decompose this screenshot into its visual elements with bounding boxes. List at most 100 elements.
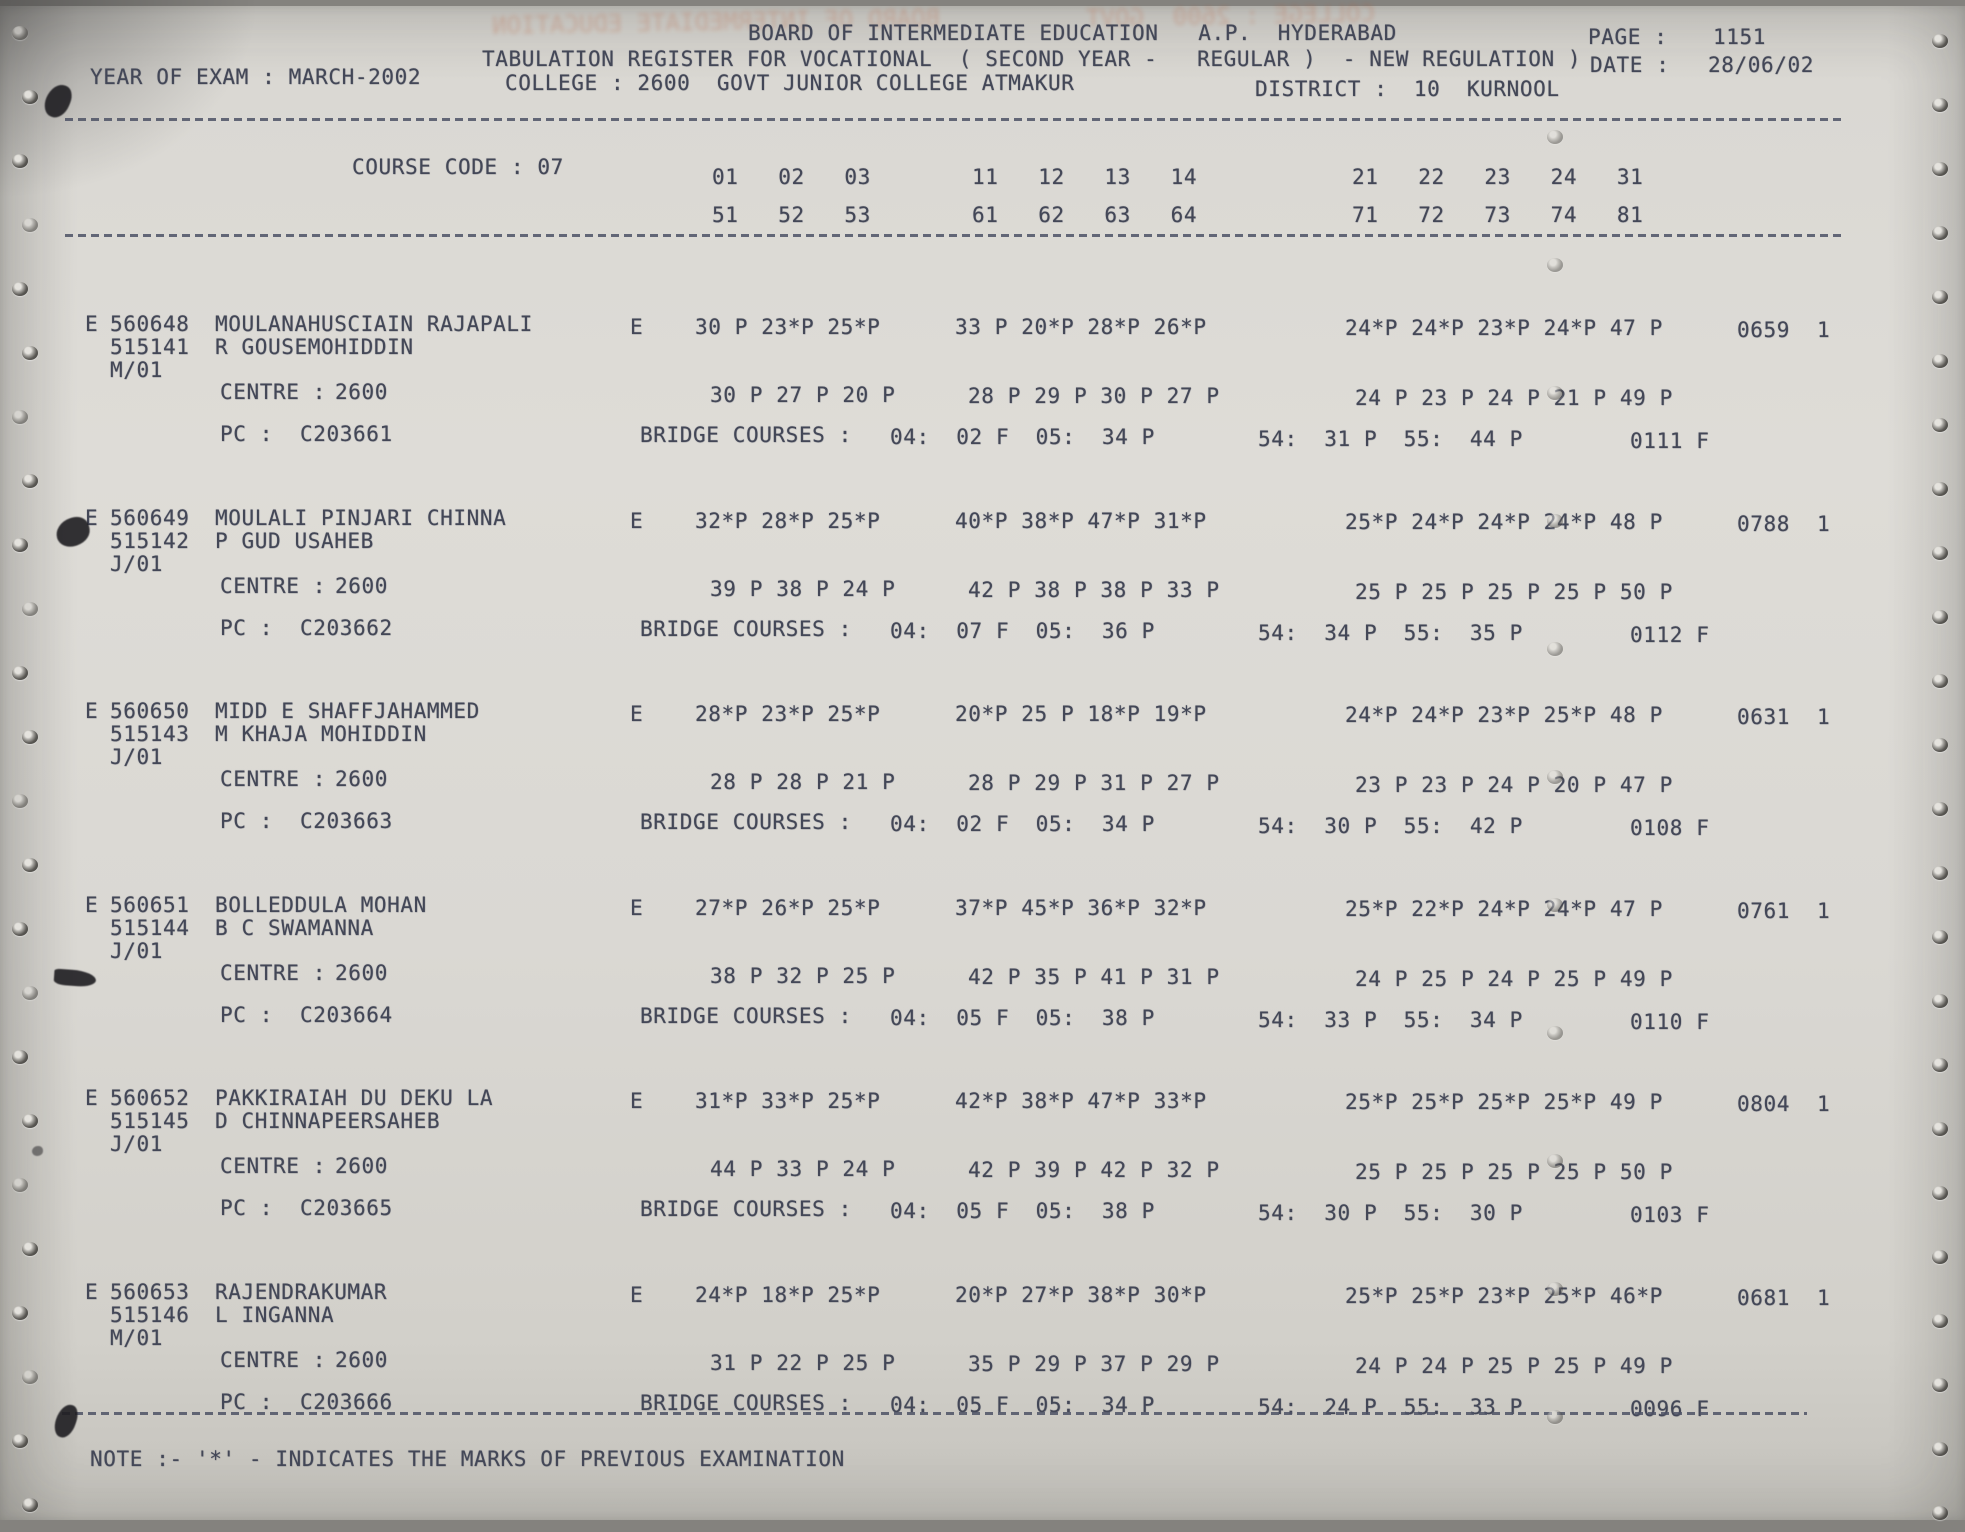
subject-codes-g2: 11 12 13 14 bbox=[972, 165, 1198, 189]
medium-flag: E bbox=[630, 1089, 644, 1113]
sprocket-hole bbox=[1547, 386, 1563, 400]
student-regno2: 515142 bbox=[110, 529, 190, 553]
marks-row2-group1: 31 P 22 P 25 P bbox=[710, 1351, 896, 1375]
register-title: TABULATION REGISTER FOR VOCATIONAL ( SEC… bbox=[482, 47, 1582, 71]
student-regno: 560648 bbox=[110, 312, 190, 336]
sprocket-hole bbox=[1932, 1378, 1948, 1392]
sprocket-hole bbox=[1932, 546, 1948, 560]
pc-label: PC : bbox=[220, 1196, 273, 1220]
centre-label: CENTRE : bbox=[220, 380, 326, 404]
student-regno: 560653 bbox=[110, 1280, 190, 1304]
total-marks: 0631 bbox=[1737, 705, 1790, 729]
sprocket-hole bbox=[1932, 1314, 1948, 1328]
bridge-marks-1: 04: 05 F 05: 38 P bbox=[890, 1006, 1155, 1030]
parent-name: B C SWAMANNA bbox=[215, 916, 374, 940]
marks-row1-group1: 31*P 33*P 25*P bbox=[695, 1089, 881, 1113]
attempt-count: 1 bbox=[1817, 899, 1831, 923]
subject-codes-g5: 61 62 63 64 bbox=[972, 203, 1198, 227]
bridge-marks-1: 04: 02 F 05: 34 P bbox=[890, 425, 1155, 449]
medium-code: J/01 bbox=[110, 939, 163, 963]
medium-code: J/01 bbox=[110, 745, 163, 769]
sprocket-hole bbox=[1547, 898, 1563, 912]
sprocket-hole bbox=[22, 986, 38, 1000]
centre-label: CENTRE : bbox=[220, 767, 326, 791]
sprocket-hole bbox=[12, 794, 28, 808]
sprocket-hole bbox=[1932, 226, 1948, 240]
student-name: MIDD E SHAFFJAHAMMED bbox=[215, 699, 480, 723]
marks-row1-group1: 30 P 23*P 25*P bbox=[695, 315, 881, 339]
student-regno2: 515145 bbox=[110, 1109, 190, 1133]
student-name: MOULALI PINJARI CHINNA bbox=[215, 506, 507, 530]
bridge-courses-label: BRIDGE COURSES : bbox=[640, 1197, 852, 1221]
bridge-marks-2: 54: 34 P 55: 35 P bbox=[1258, 621, 1523, 645]
record-flag: E bbox=[85, 1086, 99, 1110]
centre-code: 2600 bbox=[335, 574, 388, 598]
centre-label: CENTRE : bbox=[220, 1348, 326, 1372]
attempt-count: 1 bbox=[1817, 318, 1831, 342]
bridge-marks-1: 04: 07 F 05: 36 P bbox=[890, 619, 1155, 643]
attempt-count: 1 bbox=[1817, 512, 1831, 536]
total-marks: 0659 bbox=[1737, 318, 1790, 342]
attempt-count: 1 bbox=[1817, 1286, 1831, 1310]
board-title: BOARD OF INTERMEDIATE EDUCATION A.P. HYD… bbox=[748, 21, 1397, 45]
ink-smudge bbox=[32, 1146, 43, 1156]
record-flag: E bbox=[85, 699, 99, 723]
total-marks: 0681 bbox=[1737, 1286, 1790, 1310]
medium-flag: E bbox=[630, 896, 644, 920]
marks-row2-group3: 24 P 23 P 24 P 21 P 49 P bbox=[1355, 386, 1673, 410]
bridge-result: 0112 F bbox=[1630, 623, 1710, 647]
pc-label: PC : bbox=[220, 1390, 273, 1414]
sprocket-hole bbox=[1932, 418, 1948, 432]
sprocket-hole bbox=[1932, 674, 1948, 688]
marks-row1-group3: 25*P 25*P 25*P 25*P 49 P bbox=[1345, 1090, 1663, 1114]
pc-number: C203662 bbox=[300, 616, 393, 640]
sprocket-hole bbox=[12, 1050, 28, 1064]
sprocket-hole bbox=[12, 666, 28, 680]
sprocket-hole bbox=[12, 26, 28, 40]
sprocket-hole bbox=[22, 1370, 38, 1384]
marks-row2-group2: 28 P 29 P 31 P 27 P bbox=[968, 771, 1220, 795]
attempt-count: 1 bbox=[1817, 1092, 1831, 1116]
pc-number: C203666 bbox=[300, 1390, 393, 1414]
student-regno: 560652 bbox=[110, 1086, 190, 1110]
sprocket-hole bbox=[1547, 514, 1563, 528]
student-regno: 560651 bbox=[110, 893, 190, 917]
pc-label: PC : bbox=[220, 422, 273, 446]
marks-row2-group3: 24 P 24 P 25 P 25 P 49 P bbox=[1355, 1354, 1673, 1378]
bridge-courses-label: BRIDGE COURSES : bbox=[640, 1391, 852, 1415]
sprocket-hole bbox=[1932, 290, 1948, 304]
sprocket-hole bbox=[1932, 354, 1948, 368]
marks-row1-group3: 24*P 24*P 23*P 24*P 47 P bbox=[1345, 316, 1663, 340]
student-regno2: 515144 bbox=[110, 916, 190, 940]
sprocket-hole bbox=[12, 1306, 28, 1320]
sprocket-hole bbox=[12, 922, 28, 936]
record-flag: E bbox=[85, 1280, 99, 1304]
student-name: RAJENDRAKUMAR bbox=[215, 1280, 388, 1304]
marks-row2-group2: 42 P 35 P 41 P 31 P bbox=[968, 965, 1220, 989]
bridge-courses-label: BRIDGE COURSES : bbox=[640, 617, 852, 641]
sprocket-hole bbox=[1932, 1186, 1948, 1200]
sprocket-hole bbox=[1932, 34, 1948, 48]
sprocket-hole bbox=[1932, 802, 1948, 816]
sprocket-hole bbox=[22, 1498, 38, 1512]
marks-row1-group3: 24*P 24*P 23*P 25*P 48 P bbox=[1345, 703, 1663, 727]
subject-codes-g1: 01 02 03 bbox=[712, 165, 871, 189]
pc-number: C203663 bbox=[300, 809, 393, 833]
pc-label: PC : bbox=[220, 809, 273, 833]
centre-code: 2600 bbox=[335, 961, 388, 985]
marks-row1-group1: 27*P 26*P 25*P bbox=[695, 896, 881, 920]
pc-number: C203664 bbox=[300, 1003, 393, 1027]
sprocket-hole bbox=[1932, 866, 1948, 880]
marks-row2-group3: 25 P 25 P 25 P 25 P 50 P bbox=[1355, 1160, 1673, 1184]
date-value: 28/06/02 bbox=[1708, 53, 1814, 77]
student-regno: 560650 bbox=[110, 699, 190, 723]
sprocket-hole bbox=[22, 218, 38, 232]
sprocket-hole bbox=[1547, 258, 1563, 272]
sprocket-hole bbox=[12, 282, 28, 296]
sprocket-hole bbox=[12, 410, 28, 424]
medium-code: M/01 bbox=[110, 358, 163, 382]
centre-label: CENTRE : bbox=[220, 1154, 326, 1178]
marks-row2-group1: 39 P 38 P 24 P bbox=[710, 577, 896, 601]
subject-codes-g4: 51 52 53 bbox=[712, 203, 871, 227]
